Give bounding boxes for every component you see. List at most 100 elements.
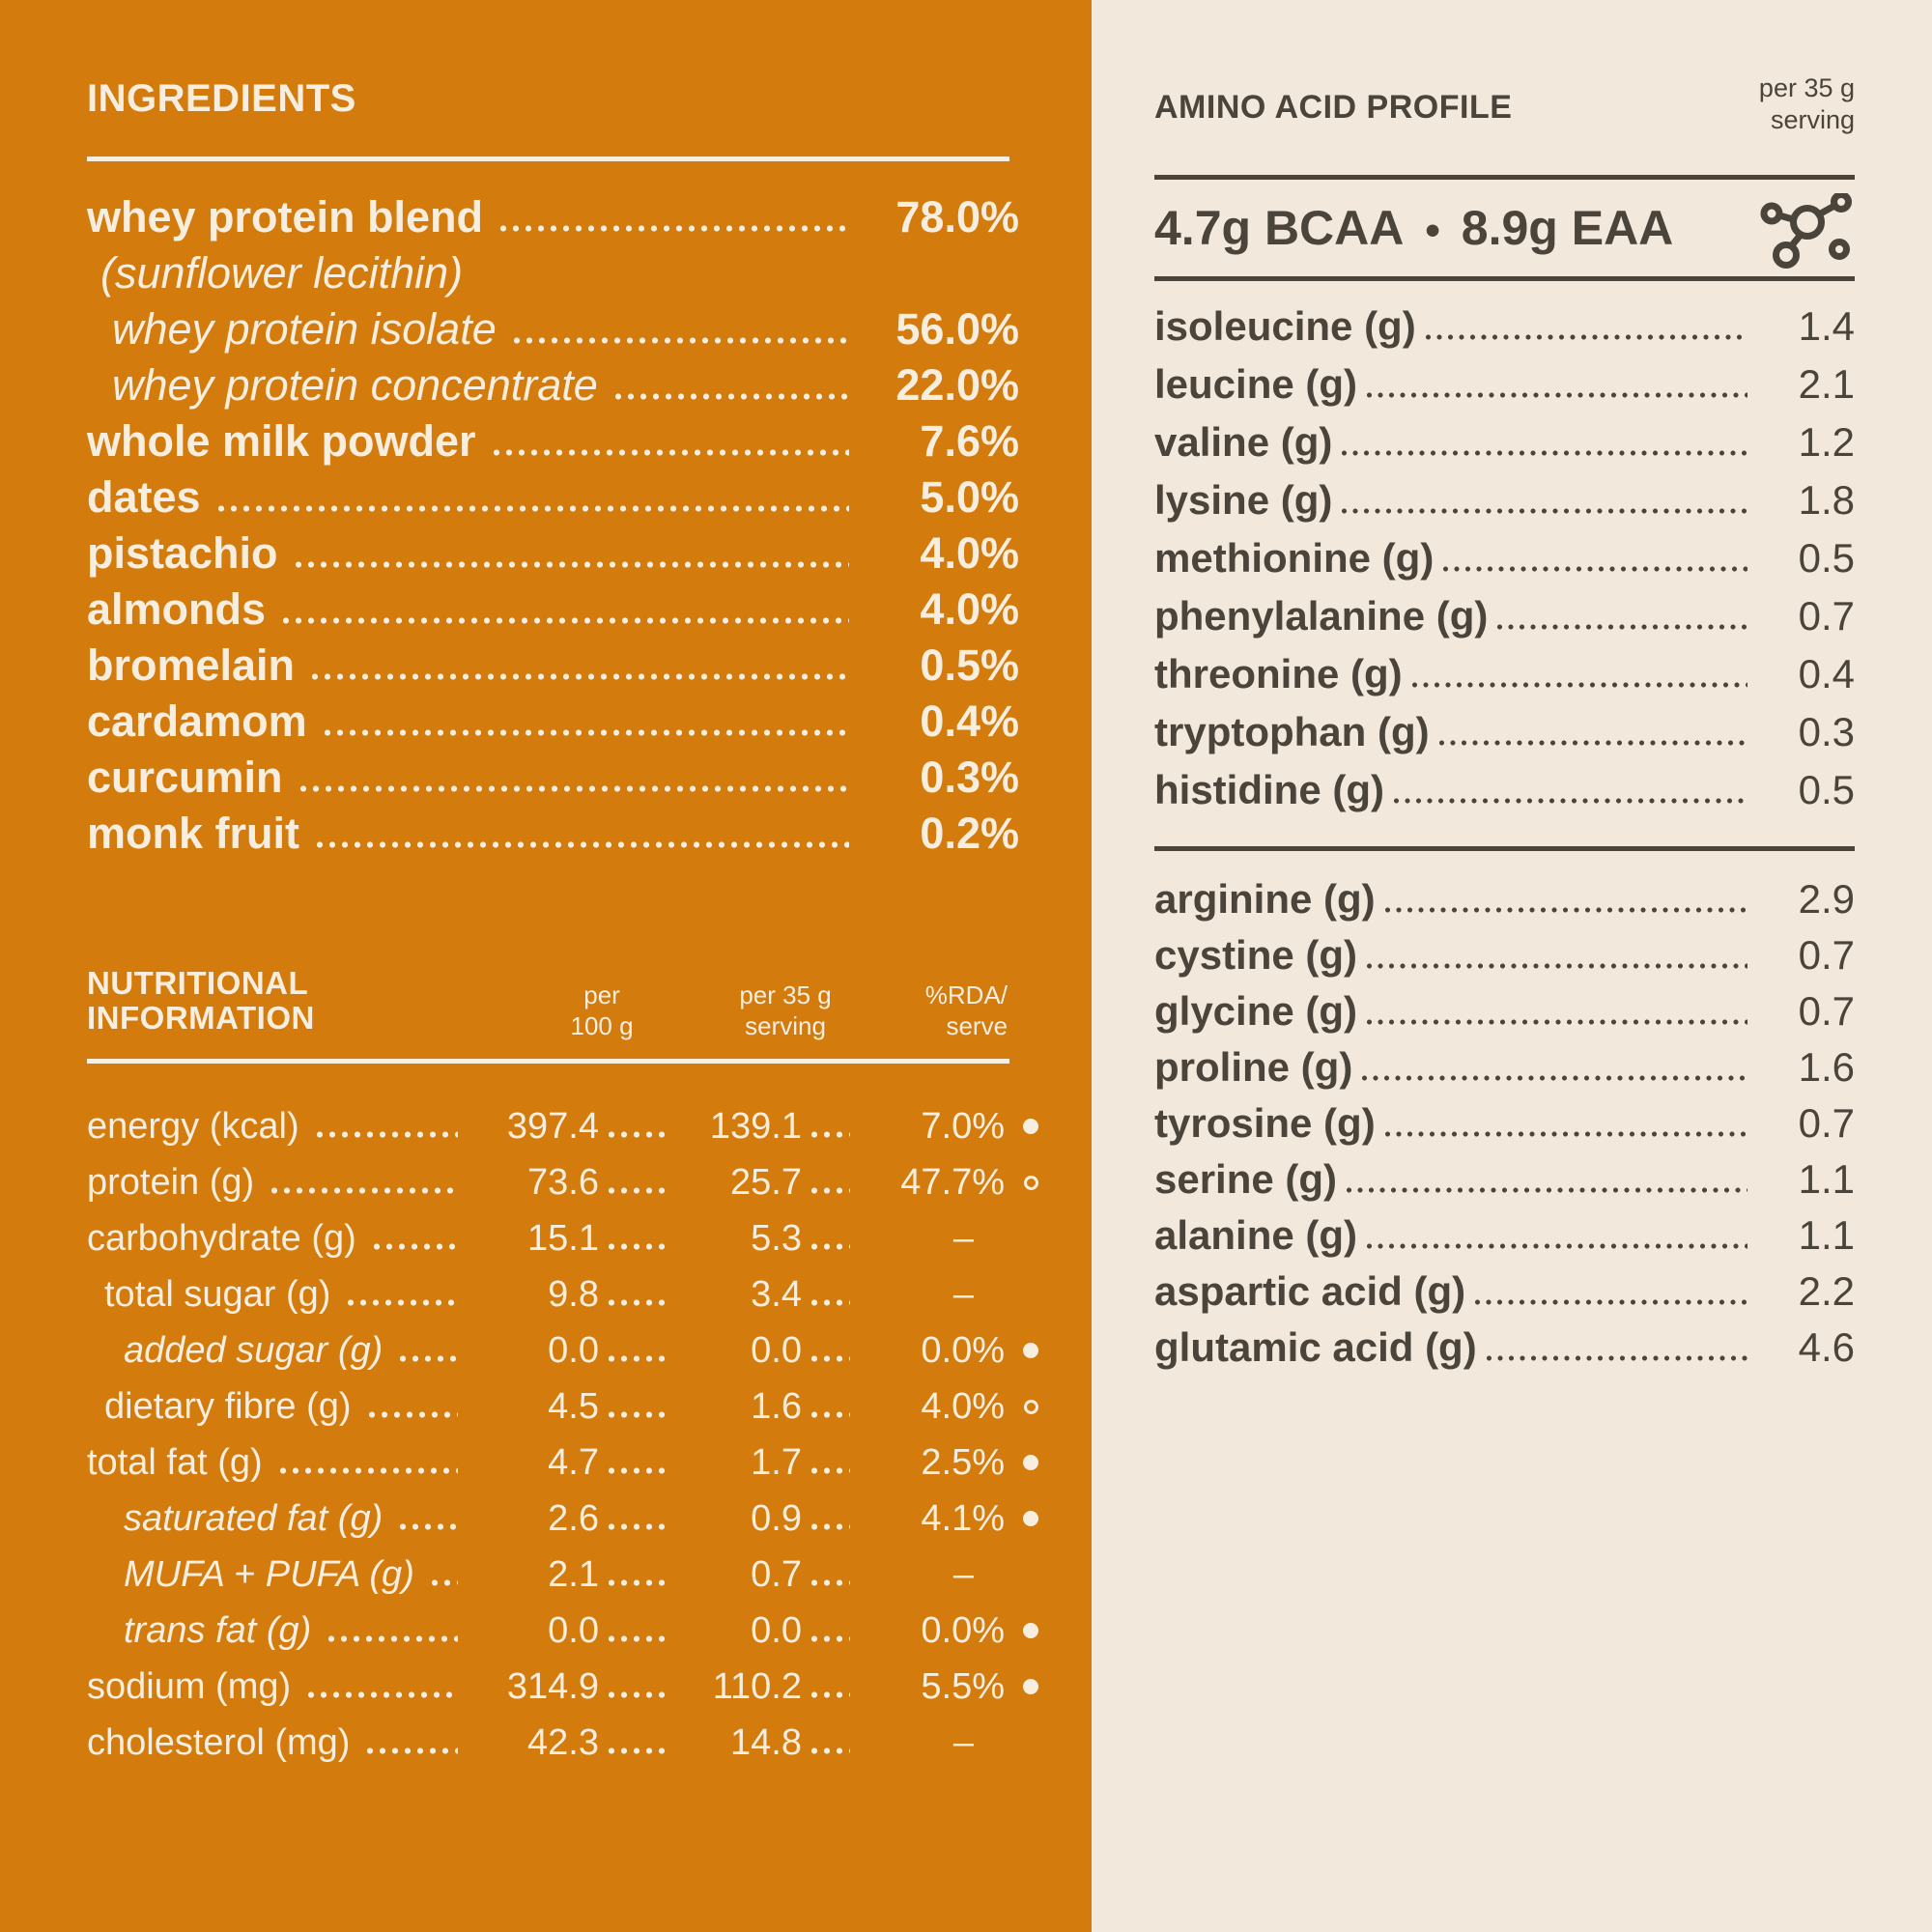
dot-leader [609,1243,667,1250]
dot-leader [811,1299,850,1306]
nutrition-label: protein (g) [87,1162,255,1203]
essential-amino-list: isoleucine (g) 1.4 leucine (g) 2.1 valine (g… [1154,298,1855,819]
nutrition-label: added sugar (g) [124,1330,384,1371]
amino-value: 2.9 [1798,876,1855,922]
amino-divider-bottom [1154,846,1855,851]
amino-label: glycine (g) [1154,988,1358,1034]
ingredient-value: 7.6% [920,416,1019,466]
amino-title: AMINO ACID PROFILE [1154,89,1513,126]
dot-leader [811,1691,850,1698]
value-per-100g: 2.6 [548,1498,599,1539]
nutrition-row: total fat (g) 4.7 1.7 2.5% [87,1435,1038,1491]
amino-label: lysine (g) [1154,477,1333,523]
value-rda: – [952,1554,974,1595]
amino-row: proline (g) 1.6 [1154,1039,1855,1095]
ingredients-divider [87,156,1009,161]
amino-row: glutamic acid (g) 4.6 [1154,1320,1855,1376]
nutrition-header: NUTRITIONAL INFORMATION per 100 g per 35… [87,966,1038,1041]
nutrition-label: energy (kcal) [87,1106,299,1147]
dot-leader [1342,450,1747,456]
amino-label: phenylalanine (g) [1154,593,1489,639]
ingredient-label: cardamom [87,696,307,746]
dot-leader [217,505,849,512]
value-per-100g: 4.5 [548,1386,599,1427]
nutrition-row: energy (kcal) 397.4 139.1 7.0% [87,1098,1038,1154]
dot-leader [811,1187,850,1194]
value-rda: 4.1% [921,1498,1005,1539]
open-circle-icon [1024,1399,1038,1414]
bullet-separator: • [1425,207,1440,254]
value-rda: – [952,1722,974,1763]
value-per-35g: 25.7 [730,1162,802,1203]
value-per-100g: 15.1 [527,1218,599,1259]
value-per-100g: 9.8 [548,1274,599,1315]
ingredient-row: whey protein concentrate 22.0% [87,357,1019,413]
amino-acid-panel: AMINO ACID PROFILE per 35 g serving 4.7g… [1092,0,1932,1932]
dot-leader [1362,1075,1747,1081]
rda-marker [1005,1343,1038,1358]
ingredient-value: 0.3% [920,753,1019,802]
eaa-value: 8.9g EAA [1461,201,1674,255]
amino-label: isoleucine (g) [1154,303,1416,349]
amino-label: serine (g) [1154,1156,1338,1202]
dot-leader [400,1355,458,1362]
dot-leader [299,785,849,792]
ingredient-label: whole milk powder [87,416,476,466]
dot-leader [500,225,849,232]
ingredient-row: almonds 4.0% [87,582,1019,638]
ingredient-label: bromelain [87,640,296,690]
ingredient-row: whey protein isolate 56.0% [87,301,1019,357]
amino-row: lysine (g) 1.8 [1154,471,1855,529]
dot-leader [1411,682,1747,688]
ingredient-label: pistachio [87,528,278,578]
value-per-35g: 139.1 [709,1106,802,1147]
amino-row: alanine (g) 1.1 [1154,1208,1855,1264]
dot-leader [283,617,849,624]
ingredient-row: dates 5.0% [87,469,1019,526]
filled-dot-icon [1023,1119,1038,1134]
nutrition-label: sodium (mg) [87,1666,292,1707]
amino-value: 1.6 [1798,1044,1855,1090]
dot-leader [609,1635,667,1642]
dot-leader [1342,508,1747,514]
filled-dot-icon [1023,1679,1038,1694]
nutrition-row: added sugar (g) 0.0 0.0 0.0% [87,1322,1038,1378]
dot-leader [367,1747,458,1754]
nutrition-row: trans fat (g) 0.0 0.0 0.0% [87,1603,1038,1659]
nutrition-label: trans fat (g) [124,1610,312,1651]
ingredient-value: 22.0% [895,360,1019,410]
amino-row: leucine (g) 2.1 [1154,355,1855,413]
amino-value: 0.7 [1798,1100,1855,1146]
filled-dot-icon [1023,1455,1038,1470]
dot-leader [811,1243,850,1250]
amino-label: arginine (g) [1154,876,1376,922]
ingredient-label: whey protein concentrate [112,360,598,410]
amino-divider-mid [1154,276,1855,281]
dot-leader [1438,740,1747,746]
amino-label: tryptophan (g) [1154,709,1430,754]
value-rda: – [952,1274,974,1315]
value-per-100g: 2.1 [548,1554,599,1595]
value-per-35g: 14.8 [730,1722,802,1763]
bcaa-value: 4.7g BCAA [1154,201,1405,255]
ingredient-value: 0.5% [920,640,1019,690]
ingredient-label: (sunflower lecithin) [100,248,464,298]
dot-leader [328,1635,458,1642]
value-per-35g: 0.7 [751,1554,802,1595]
dot-leader [1347,1187,1747,1193]
amino-value: 1.1 [1798,1212,1855,1258]
nutrition-row: sodium (mg) 314.9 110.2 5.5% [87,1659,1038,1715]
ingredient-value: 0.2% [920,809,1019,858]
ingredients-title: INGREDIENTS [87,77,356,120]
nutrition-row: protein (g) 73.6 25.7 47.7% [87,1154,1038,1210]
ingredient-value: 56.0% [895,304,1019,354]
nutrition-label: MUFA + PUFA (g) [124,1554,414,1595]
value-per-100g: 314.9 [506,1666,599,1707]
value-per-35g: 3.4 [751,1274,802,1315]
amino-value: 0.3 [1798,709,1855,754]
dot-leader [271,1187,458,1194]
dot-leader [811,1355,850,1362]
dot-leader [308,1691,458,1698]
ingredient-row: (sunflower lecithin) [87,245,1019,301]
value-per-100g: 0.0 [548,1330,599,1371]
